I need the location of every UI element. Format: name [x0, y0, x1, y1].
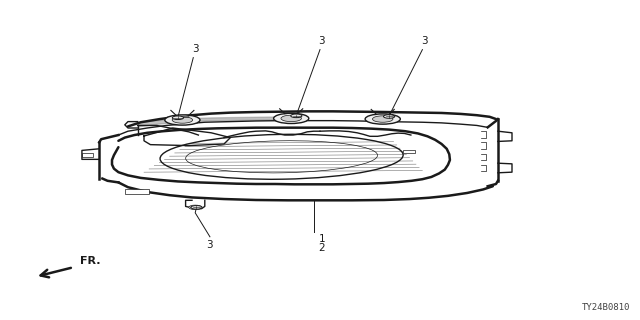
Ellipse shape: [372, 116, 393, 122]
Text: 3: 3: [318, 36, 324, 46]
Text: FR.: FR.: [80, 256, 100, 266]
Ellipse shape: [191, 205, 202, 209]
Ellipse shape: [274, 113, 309, 124]
Text: 3: 3: [192, 44, 198, 54]
Text: 3: 3: [421, 36, 428, 46]
Ellipse shape: [172, 116, 184, 120]
Ellipse shape: [172, 117, 193, 123]
Ellipse shape: [291, 114, 302, 118]
Ellipse shape: [365, 114, 401, 124]
Text: TY24B0810: TY24B0810: [582, 303, 630, 312]
Text: 3: 3: [207, 240, 213, 250]
Ellipse shape: [165, 115, 200, 125]
Text: 1: 1: [319, 234, 325, 244]
Text: 2: 2: [319, 243, 325, 253]
Bar: [125, 189, 149, 194]
Ellipse shape: [383, 115, 395, 118]
Bar: [403, 150, 415, 153]
Ellipse shape: [281, 115, 301, 122]
Ellipse shape: [189, 205, 202, 210]
Bar: [82, 153, 93, 157]
